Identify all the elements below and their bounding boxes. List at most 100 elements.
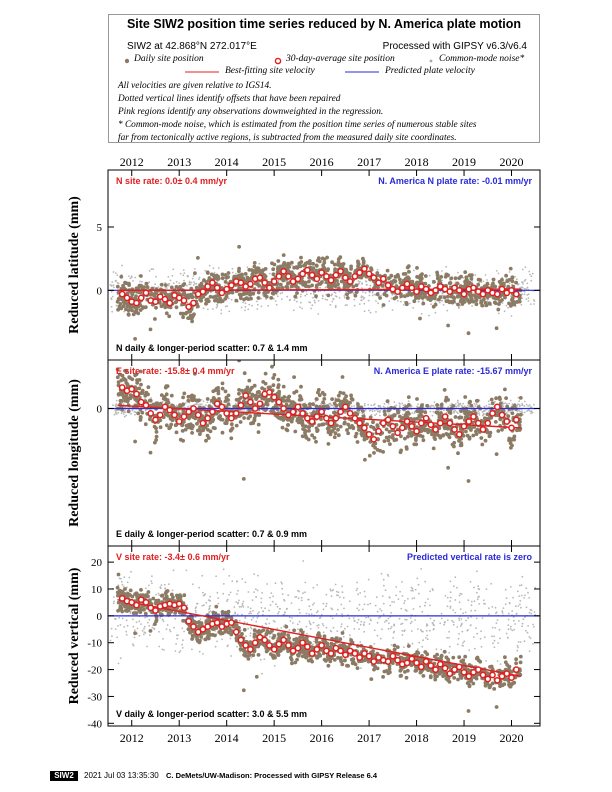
common-mode-point — [281, 587, 284, 590]
daily-point — [351, 425, 356, 430]
common-mode-point — [378, 410, 381, 413]
common-mode-point — [361, 287, 363, 289]
common-mode-point — [305, 625, 308, 628]
daily-point — [371, 425, 376, 430]
monthly-point — [375, 279, 382, 287]
daily-point — [148, 398, 152, 403]
common-mode-point — [171, 274, 174, 277]
common-mode-point — [176, 637, 179, 640]
common-mode-point — [353, 291, 356, 294]
daily-point — [449, 276, 454, 281]
daily-point — [518, 396, 523, 400]
common-mode-point — [377, 302, 379, 305]
common-mode-point — [126, 581, 129, 584]
daily-point — [371, 420, 375, 425]
daily-point — [431, 304, 436, 309]
common-mode-point — [368, 309, 370, 312]
daily-point — [164, 423, 169, 428]
daily-point — [225, 291, 229, 296]
daily-point — [143, 305, 148, 310]
daily-point — [384, 435, 389, 440]
monthly-point — [213, 284, 221, 292]
common-mode-point — [276, 295, 279, 298]
common-mode-point — [462, 277, 465, 279]
daily-point — [493, 301, 498, 306]
daily-point — [145, 285, 150, 290]
daily-point — [310, 268, 315, 272]
daily-point — [264, 290, 269, 295]
common-mode-point — [186, 301, 189, 304]
common-mode-point — [516, 278, 518, 280]
daily-point — [488, 430, 493, 435]
daily-point — [293, 294, 298, 299]
common-mode-point — [114, 409, 117, 411]
common-mode-point — [280, 298, 283, 300]
daily-point — [225, 419, 229, 423]
daily-point — [503, 295, 507, 300]
daily-point — [459, 415, 464, 420]
daily-point — [451, 404, 456, 408]
daily-point — [508, 441, 513, 446]
common-mode-point — [518, 403, 521, 406]
common-mode-point — [478, 412, 480, 415]
monthly-circle-icon — [274, 57, 282, 65]
common-mode-point — [212, 308, 214, 310]
common-mode-point — [195, 403, 198, 405]
common-mode-point — [477, 410, 480, 412]
common-mode-point — [216, 591, 219, 594]
daily-point — [401, 278, 406, 283]
common-mode-point — [460, 618, 463, 620]
plate-rate-label: N. America N plate rate: -0.01 mm/yr — [378, 176, 532, 186]
common-mode-point — [324, 286, 327, 289]
common-mode-point — [490, 582, 493, 585]
common-mode-point — [258, 262, 261, 265]
daily-point — [455, 294, 460, 299]
common-mode-point — [113, 286, 115, 289]
legend-predicted: Predicted plate velocity — [385, 66, 475, 76]
daily-point — [158, 425, 163, 430]
daily-point — [229, 436, 234, 441]
monthly-point — [484, 419, 492, 427]
monthly-point — [237, 401, 245, 409]
daily-point — [206, 427, 210, 432]
common-mode-point — [463, 405, 466, 408]
monthly-point — [474, 419, 482, 427]
daily-point — [336, 433, 341, 438]
common-mode-point — [202, 653, 204, 655]
common-mode-point — [260, 305, 263, 308]
common-mode-point — [371, 410, 374, 413]
daily-point — [434, 410, 439, 415]
daily-point — [346, 422, 351, 427]
daily-point — [126, 398, 130, 403]
daily-point — [154, 426, 158, 431]
daily-point — [174, 299, 179, 304]
common-mode-point — [452, 623, 455, 626]
daily-point — [356, 259, 360, 264]
common-mode-point — [483, 409, 485, 412]
daily-point — [487, 433, 492, 438]
daily-point — [255, 266, 260, 271]
daily-point — [115, 375, 120, 380]
daily-point — [357, 427, 361, 432]
common-mode-point — [376, 610, 379, 613]
common-mode-point — [235, 272, 237, 275]
common-mode-point — [408, 302, 411, 305]
common-mode-point — [204, 404, 207, 407]
daily-point — [131, 312, 136, 317]
daily-point — [353, 434, 358, 439]
common-mode-point — [441, 270, 443, 272]
common-mode-point — [475, 627, 477, 629]
daily-point — [444, 272, 449, 277]
daily-point — [234, 423, 239, 428]
common-mode-point — [242, 301, 245, 304]
monthly-point — [346, 278, 354, 285]
daily-point — [508, 266, 513, 271]
daily-point — [256, 430, 261, 434]
daily-point — [415, 280, 419, 285]
daily-point — [164, 311, 169, 316]
monthly-point — [275, 398, 283, 406]
daily-point — [314, 268, 319, 273]
monthly-point — [185, 408, 193, 416]
daily-point — [404, 445, 409, 450]
common-mode-point — [482, 412, 485, 415]
